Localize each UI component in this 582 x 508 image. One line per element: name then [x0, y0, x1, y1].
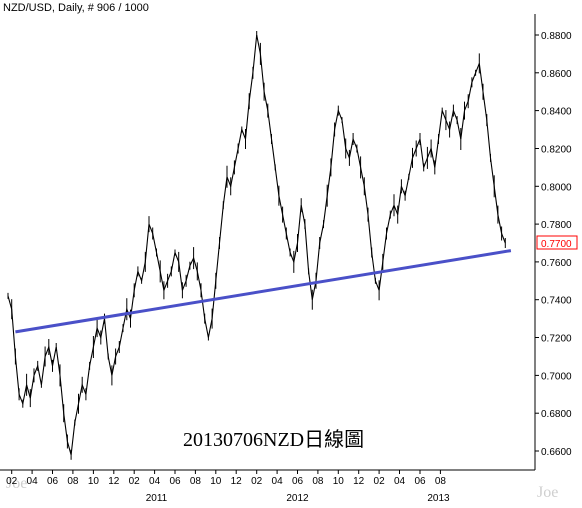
year-label: 2011 — [146, 493, 168, 504]
y-tick-label: 0.8800 — [541, 31, 572, 42]
period-label: , Daily, # 906 / 1000 — [52, 2, 149, 14]
current-value-marker: 0.7700 — [536, 235, 578, 250]
x-tick-label: 08 — [67, 476, 79, 487]
x-tick-label: 02 — [129, 476, 141, 487]
x-tick-label: 06 — [292, 476, 304, 487]
x-tick-label: 04 — [272, 476, 284, 487]
y-tick-label: 0.7000 — [541, 371, 572, 382]
x-tick-label: 06 — [47, 476, 59, 487]
current-value-label: 0.7700 — [541, 239, 572, 250]
y-tick-label: 0.8400 — [541, 107, 572, 118]
y-tick-label: 0.7200 — [541, 334, 572, 345]
current-value-box — [536, 235, 578, 250]
x-tick-label: 06 — [169, 476, 181, 487]
year-label: 2013 — [427, 493, 450, 504]
x-tick-label: 02 — [374, 476, 386, 487]
x-tick-label: 08 — [312, 476, 324, 487]
x-tick-label: 04 — [27, 476, 39, 487]
trendline-layer — [15, 249, 512, 334]
y-tick-label: 0.7400 — [541, 296, 572, 307]
year-label: 2012 — [286, 493, 309, 504]
trendline — [15, 249, 512, 334]
x-tick-label: 04 — [149, 476, 161, 487]
watermark-right: Joe — [537, 484, 558, 501]
y-tick-label: 0.6800 — [541, 409, 572, 420]
x-tick-label: 02 — [6, 476, 18, 487]
x-tick-label: 12 — [231, 476, 243, 487]
x-tick-label: 04 — [394, 476, 406, 487]
y-tick-label: 0.8000 — [541, 182, 572, 193]
y-tick-label: 0.8600 — [541, 69, 572, 80]
x-tick-label: 02 — [251, 476, 263, 487]
x-axis-ticks: 02 04 06 08 10 12 02 04 06 08 10 12 02 04 06 08 10 12 02 04… — [6, 470, 446, 487]
y-tick-label: 0.7800 — [541, 220, 572, 231]
price-series — [7, 31, 506, 460]
year-labels: 2011 2012 2013 — [146, 493, 450, 504]
symbol-label: NZD/USD — [3, 2, 52, 14]
x-tick-label: 10 — [210, 476, 222, 487]
y-axis-ticks: 0.8800 0.8600 0.8400 0.8200 0.8000 0.7800 0.76… — [535, 31, 572, 458]
x-tick-label: 08 — [190, 476, 202, 487]
y-tick-label: 0.7600 — [541, 258, 572, 269]
x-tick-label: 12 — [353, 476, 365, 487]
y-tick-label: 0.6600 — [541, 447, 572, 458]
watermark-left: Joe — [6, 475, 27, 492]
chart-header: NZD/USD, Daily, # 906 / 1000 — [3, 2, 149, 14]
x-tick-label: 06 — [414, 476, 426, 487]
x-tick-label: 12 — [108, 476, 120, 487]
x-tick-label: 08 — [435, 476, 447, 487]
y-tick-label: 0.8200 — [541, 145, 572, 156]
chart-annotation: 20130706NZD日線圖 — [183, 428, 364, 451]
x-tick-label: 10 — [88, 476, 100, 487]
x-tick-label: 10 — [333, 476, 345, 487]
